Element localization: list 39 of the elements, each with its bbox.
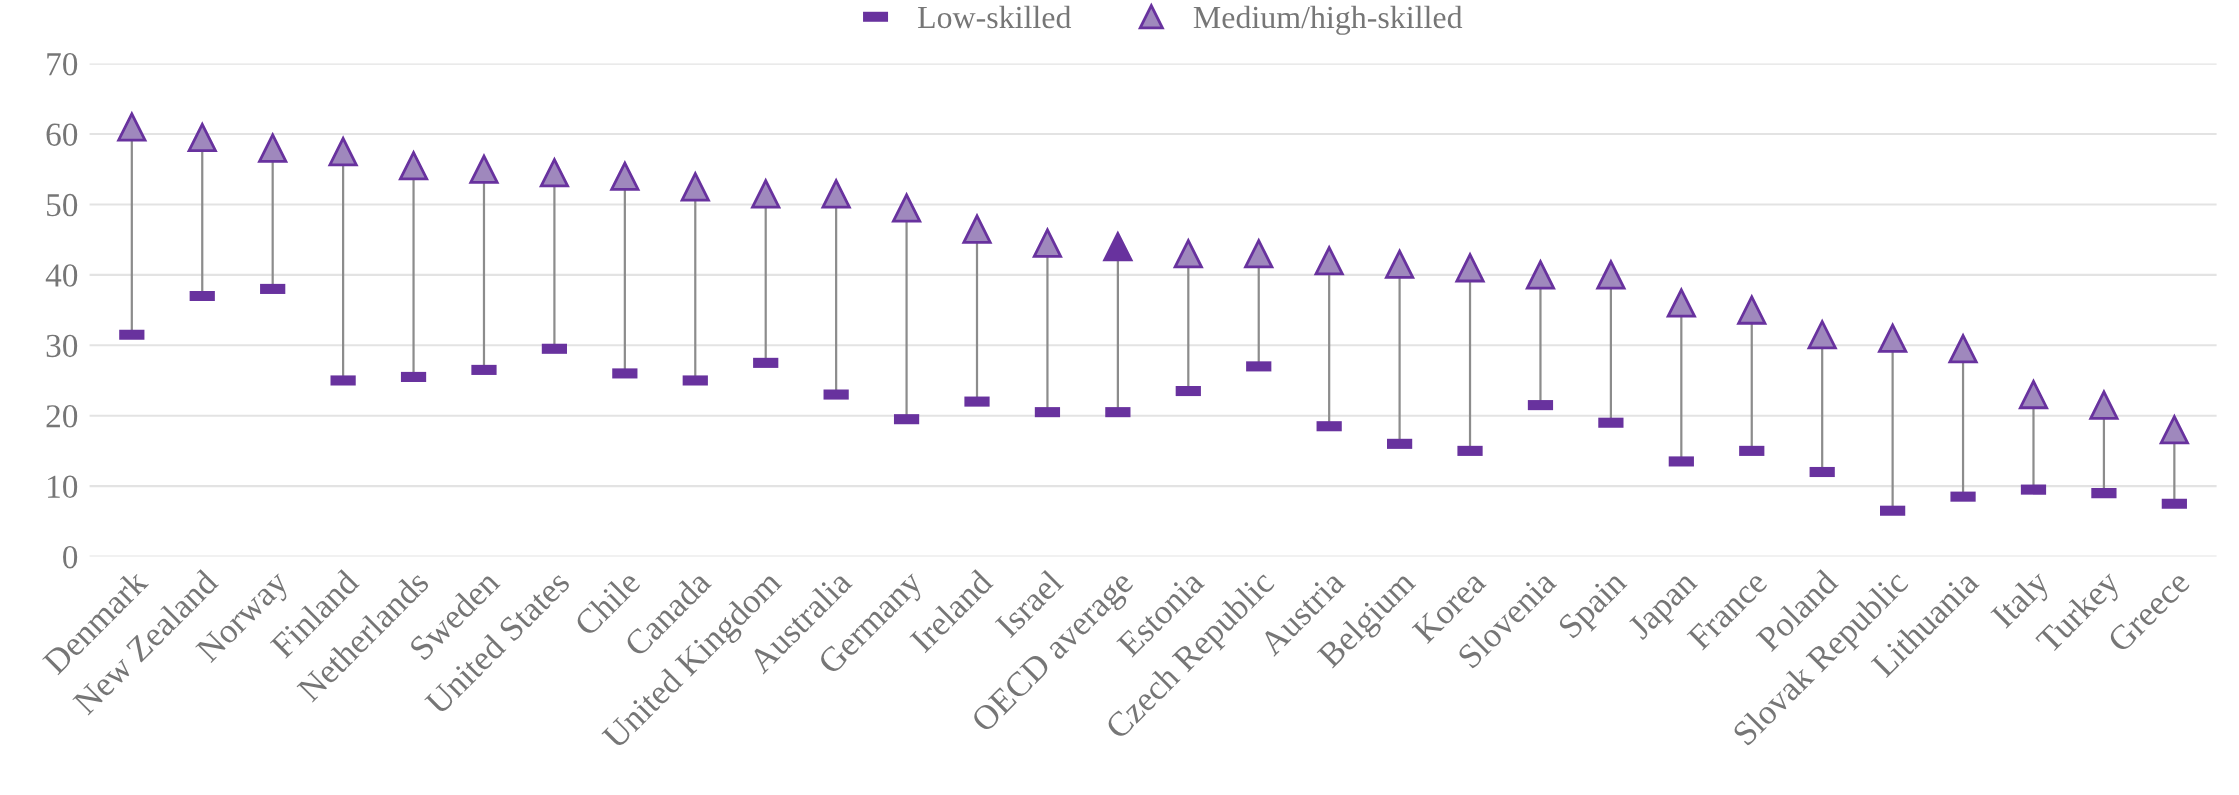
point xyxy=(398,151,429,181)
point xyxy=(1032,228,1063,258)
point xyxy=(2088,388,2120,420)
y-tick-label: 20 xyxy=(46,405,78,428)
point xyxy=(1455,253,1485,283)
legend-label: Low-skilled xyxy=(917,5,1072,29)
point xyxy=(1878,323,1908,353)
point xyxy=(1666,288,1696,318)
point xyxy=(821,179,851,209)
point xyxy=(1385,249,1415,279)
legend-label: Medium/high-skilled xyxy=(1193,5,1463,35)
point xyxy=(1525,260,1556,290)
point xyxy=(1948,334,1978,364)
y-tick-label: 10 xyxy=(48,475,78,498)
point xyxy=(1807,320,1837,350)
point xyxy=(328,137,358,167)
point xyxy=(891,193,922,223)
point xyxy=(751,179,781,209)
y-tick-label: 60 xyxy=(46,123,78,146)
point xyxy=(117,112,147,142)
point xyxy=(2018,379,2049,410)
point xyxy=(2159,415,2189,445)
y-tick-label: 70 xyxy=(47,53,78,76)
point xyxy=(1173,239,1203,269)
point xyxy=(1244,239,1274,269)
point xyxy=(187,122,217,153)
point xyxy=(1737,295,1767,325)
y-tick-label: 50 xyxy=(47,193,78,217)
point xyxy=(539,158,569,188)
point xyxy=(1314,246,1344,276)
point xyxy=(1596,260,1626,290)
y-tick-label: 30 xyxy=(46,334,78,358)
y-tick-label: 40 xyxy=(45,264,78,287)
point xyxy=(469,154,499,184)
y-tick-label: 0 xyxy=(63,545,78,569)
point xyxy=(962,214,992,244)
point xyxy=(680,172,710,202)
point xyxy=(610,161,640,191)
point xyxy=(258,133,288,163)
